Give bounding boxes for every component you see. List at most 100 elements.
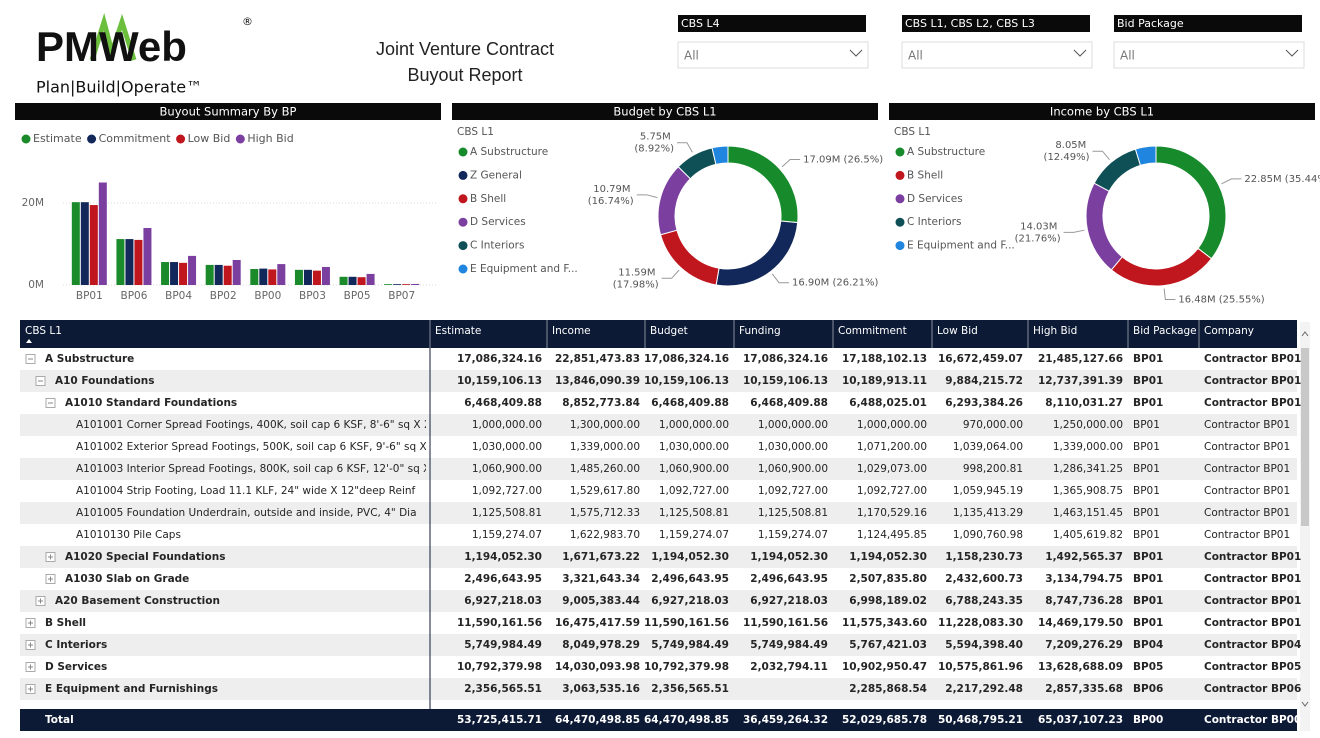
column-header[interactable]: Company (1204, 325, 1254, 337)
table-cell: 6,998,189.02 (849, 595, 927, 607)
table-cell: 14,469,179.50 (1038, 617, 1123, 629)
table-cell: 1,339,000.00 (1053, 441, 1123, 453)
table-cell: 11,590,161.56 (457, 617, 542, 629)
x-tick-label: BP02 (210, 290, 237, 302)
bar (384, 284, 393, 285)
table-cell: 5,749,984.49 (464, 639, 542, 651)
table-cell: 10,902,950.47 (842, 661, 927, 673)
table-cell: 5,749,984.49 (750, 639, 828, 651)
legend-title: CBS L1 (894, 126, 931, 138)
bar (71, 202, 80, 285)
legend-label: High Bid (247, 132, 293, 145)
table-cell: BP01 (1133, 595, 1163, 607)
leader-line (1063, 229, 1085, 233)
bar (250, 269, 259, 285)
column-header[interactable]: High Bid (1033, 325, 1077, 337)
table-cell: 17,086,324.16 (644, 353, 729, 365)
table-cell: A1020 Special Foundations (65, 551, 225, 563)
filter-dropdown[interactable] (1113, 41, 1305, 69)
table-cell: A101004 Strip Footing, Load 11.1 KLF, 24… (76, 485, 416, 497)
table-cell: 13,846,090.39 (555, 375, 640, 387)
table-cell: BP01 (1133, 507, 1160, 519)
filter-value: All (684, 49, 699, 63)
row-bg (20, 678, 1297, 700)
donut-slice (1155, 145, 1227, 260)
legend-marker (458, 241, 468, 251)
bar (134, 239, 143, 285)
table-cell: 1,529,617.80 (570, 485, 640, 497)
table-cell: 1,492,565.37 (1045, 551, 1123, 563)
table-cell: 1,159,274.07 (659, 529, 729, 541)
table-cell: 13,628,688.09 (1038, 661, 1123, 673)
legend-marker (895, 241, 905, 251)
x-tick-label: BP07 (388, 290, 415, 302)
legend-label: B Shell (470, 193, 506, 205)
column-header[interactable]: Income (552, 325, 591, 337)
scrollbar-track[interactable] (1300, 322, 1310, 731)
table-cell: 1,030,000.00 (659, 441, 729, 453)
table-cell: 1,135,413.29 (953, 507, 1023, 519)
filter-dropdown[interactable] (901, 41, 1093, 69)
table-cell: BP01 (1133, 485, 1160, 497)
table-cell: 1,000,000.00 (857, 419, 927, 431)
data-label: 14.03M (21.76%) (1015, 221, 1061, 244)
data-label: 11.59M (17.98%) (613, 267, 659, 290)
logo: PMWeb (36, 23, 187, 70)
table-cell: 11,228,083.30 (938, 617, 1023, 629)
table-cell: BP01 (1133, 441, 1160, 453)
total-cell: 36,459,264.32 (743, 714, 828, 726)
x-tick-label: BP04 (165, 290, 192, 302)
table-cell: A1010130 Pile Caps (76, 529, 181, 541)
table-cell: 1,092,727.00 (857, 485, 927, 497)
table-cell: 8,852,773.84 (562, 397, 640, 409)
donut-slice (657, 166, 692, 236)
scroll-down[interactable] (1301, 701, 1309, 707)
filter-dropdown[interactable] (677, 41, 869, 69)
table-cell: 10,159,106.13 (743, 375, 828, 387)
chart-title: Budget by CBS L1 (613, 105, 716, 119)
report-title: Buyout Report (407, 65, 522, 85)
legend-marker (895, 194, 905, 204)
data-label: 16.90M (26.21%) (792, 278, 878, 289)
table-cell: 1,092,727.00 (758, 485, 828, 497)
table-cell: 1,039,064.00 (953, 441, 1023, 453)
table-cell: A101003 Interior Spread Footings, 800K, … (76, 463, 452, 475)
legend-label: A Substructure (907, 146, 985, 158)
table-cell: B Shell (45, 617, 86, 629)
table-cell: Contractor BP04 (1204, 639, 1301, 651)
column-header[interactable]: Budget (650, 325, 688, 337)
table-cell: 6,468,409.88 (750, 397, 828, 409)
row-bg (20, 458, 1297, 480)
table-cell: A101005 Foundation Underdrain, outside a… (76, 507, 417, 519)
bar (294, 269, 303, 285)
table-cell: BP06 (1133, 683, 1163, 695)
table-cell: 1,194,052.30 (750, 551, 828, 563)
table-cell: A10 Foundations (55, 375, 154, 387)
table-cell: 1,622,983.70 (570, 529, 640, 541)
column-header[interactable]: Low Bid (937, 325, 978, 337)
legend-label: Low Bid (188, 132, 231, 145)
scrollbar-thumb[interactable] (1301, 348, 1309, 526)
bar (205, 264, 214, 285)
legend-marker (87, 134, 97, 144)
column-header[interactable]: Funding (739, 325, 781, 337)
x-tick-label: BP05 (344, 290, 371, 302)
donut-slice (1134, 145, 1157, 166)
bar (411, 283, 420, 285)
legend-marker (895, 170, 905, 180)
column-header[interactable]: Estimate (435, 325, 481, 337)
column-header[interactable]: CBS L1 (25, 325, 62, 337)
filter-label-bg (1114, 15, 1302, 32)
table-cell: Contractor BP01 (1204, 617, 1301, 629)
table-cell: 2,285,868.54 (849, 683, 927, 695)
legend-label: A Substructure (470, 146, 548, 158)
column-header[interactable]: Bid Package (1133, 325, 1197, 337)
total-cell: 52,029,685.78 (842, 714, 927, 726)
table-cell: 22,851,473.83 (555, 353, 640, 365)
table-cell: 1,030,000.00 (758, 441, 828, 453)
bar (116, 239, 125, 285)
column-header[interactable]: Commitment (838, 325, 907, 337)
scroll-up[interactable] (1301, 331, 1309, 337)
legend-marker (21, 134, 31, 144)
bar (89, 205, 98, 285)
